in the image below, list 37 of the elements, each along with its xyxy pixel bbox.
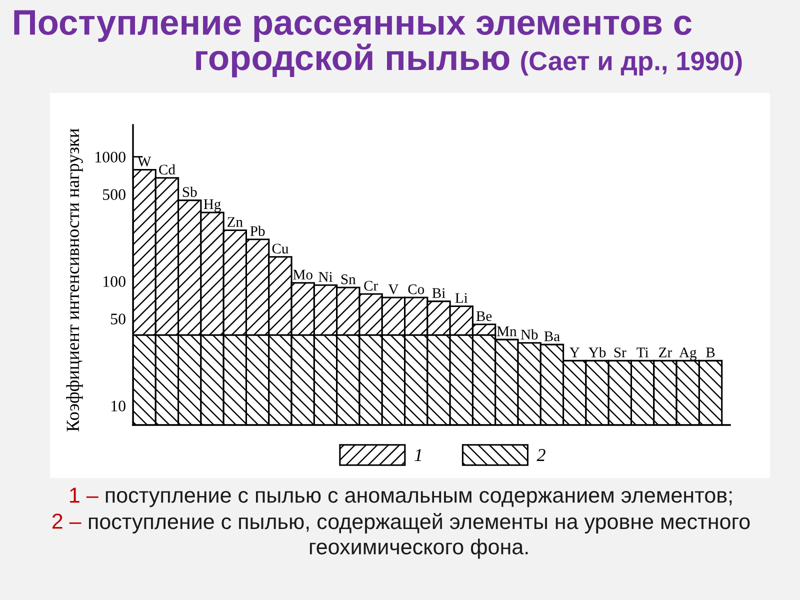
legend-label: 1: [414, 449, 422, 462]
legend-label: 2: [536, 449, 546, 462]
x-tick-label: Ag: [679, 348, 697, 360]
x-tick-label: Yb: [588, 347, 606, 358]
x-tick-label: B: [706, 348, 715, 358]
x-tick-label: Cu: [272, 244, 288, 254]
x-tick-label: Pb: [250, 226, 265, 236]
x-tick-label: Ti: [636, 348, 649, 358]
x-tick-label: Be: [476, 311, 492, 322]
text: 2 – поступление с пылью, содержащей элементы на уровне местного геохимического фона.: [52, 513, 750, 559]
y-tick-label: 1000: [96, 152, 126, 162]
y-tick-label: 50: [111, 314, 126, 324]
x-tick-label: Li: [455, 293, 468, 303]
x-tick-label: Bi: [432, 288, 446, 298]
x-tick-label: Cd: [159, 164, 176, 175]
x-tick-label: Hg: [204, 199, 221, 212]
text: 1 – поступление с пылью с аномальным содержанием элементов;: [70, 488, 732, 508]
x-tick-label: Zn: [228, 217, 243, 227]
y-tick-label: 10: [111, 400, 126, 412]
x-tick-label: Sn: [341, 274, 356, 284]
x-tick-label: Nb: [520, 329, 538, 340]
x-tick-label: Y: [570, 348, 580, 358]
x-tick-label: Sr: [614, 348, 626, 358]
x-tick-label: Mn: [496, 326, 517, 336]
y-tick-label: 500: [103, 189, 126, 200]
x-tick-label: Mo: [293, 270, 312, 280]
x-tick-label: Ba: [544, 332, 560, 342]
x-tick-label: V: [388, 284, 399, 294]
x-tick-label: Zr: [659, 348, 672, 358]
x-tick-label: Ni: [318, 272, 333, 282]
x-tick-label: Co: [408, 284, 424, 294]
x-tick-label: W: [137, 156, 152, 166]
y-axis-title: Коэффициент интенсивности нагрузки: [66, 128, 83, 432]
x-tick-label: Cr: [364, 280, 378, 291]
chart-subtitle: (Сает и др., 1990): [521, 50, 742, 76]
x-tick-label: Sb: [182, 186, 197, 197]
y-tick-label: 100: [104, 276, 126, 287]
